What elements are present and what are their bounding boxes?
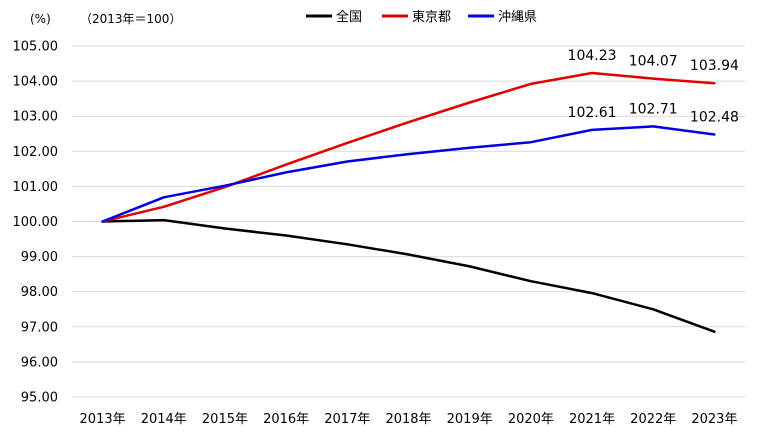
y-tick-label: 95.00 — [21, 391, 58, 406]
y-tick-label: 97.00 — [21, 320, 58, 335]
x-tick-label: 2014年 — [141, 412, 187, 427]
data-label: 102.61 — [568, 105, 617, 121]
x-tick-label: 2019年 — [447, 412, 493, 427]
y-tick-label: 101.00 — [13, 180, 59, 195]
series-line-2 — [101, 125, 716, 223]
x-tick-label: 2021年 — [569, 412, 615, 427]
legend-label: 沖縄県 — [498, 10, 537, 25]
y-tick-label: 99.00 — [21, 250, 58, 265]
y-axis-tick-labels: 95.00 96.00 97.00 98.00 99.00 100.00 101.00 102… — [13, 40, 59, 406]
y-tick-label: 104.00 — [13, 75, 59, 90]
base-year-note: （2013年＝100） — [80, 12, 181, 26]
series-lines — [101, 71, 716, 333]
x-tick-label: 2020年 — [508, 412, 554, 427]
x-tick-label: 2016年 — [263, 412, 309, 427]
y-tick-label: 100.00 — [13, 215, 59, 230]
data-labels: 104.23 104.07 103.94 102.61 102.71 102.48 — [568, 48, 739, 125]
data-label: 104.23 — [568, 48, 617, 64]
y-tick-label: 105.00 — [13, 40, 59, 55]
x-tick-label: 2013年 — [80, 412, 126, 427]
x-tick-label: 2017年 — [324, 412, 370, 427]
x-tick-label: 2023年 — [691, 412, 737, 427]
series-line-0 — [101, 218, 716, 333]
data-label: 104.07 — [629, 54, 678, 70]
x-axis-tick-labels: 2013年 2014年 2015年 2016年 2017年 2018年 2019年 2020年… — [80, 412, 738, 427]
x-tick-label: 2018年 — [385, 412, 431, 427]
data-label: 102.48 — [690, 109, 739, 125]
y-axis-unit-label: (%) — [30, 12, 51, 26]
y-tick-label: 102.00 — [13, 145, 59, 160]
data-label: 102.71 — [629, 101, 678, 117]
legend-label: 東京都 — [412, 9, 451, 25]
gridlines — [72, 45, 745, 398]
legend: 全国 東京都 沖縄県 — [306, 9, 537, 25]
legend-label: 全国 — [336, 9, 362, 25]
data-label: 103.94 — [690, 58, 739, 74]
y-tick-label: 103.00 — [13, 110, 59, 125]
x-tick-label: 2015年 — [202, 412, 248, 427]
series-line-1 — [101, 71, 716, 223]
x-tick-label: 2022年 — [630, 412, 676, 427]
y-tick-label: 96.00 — [21, 355, 58, 370]
y-tick-label: 98.00 — [21, 285, 58, 300]
